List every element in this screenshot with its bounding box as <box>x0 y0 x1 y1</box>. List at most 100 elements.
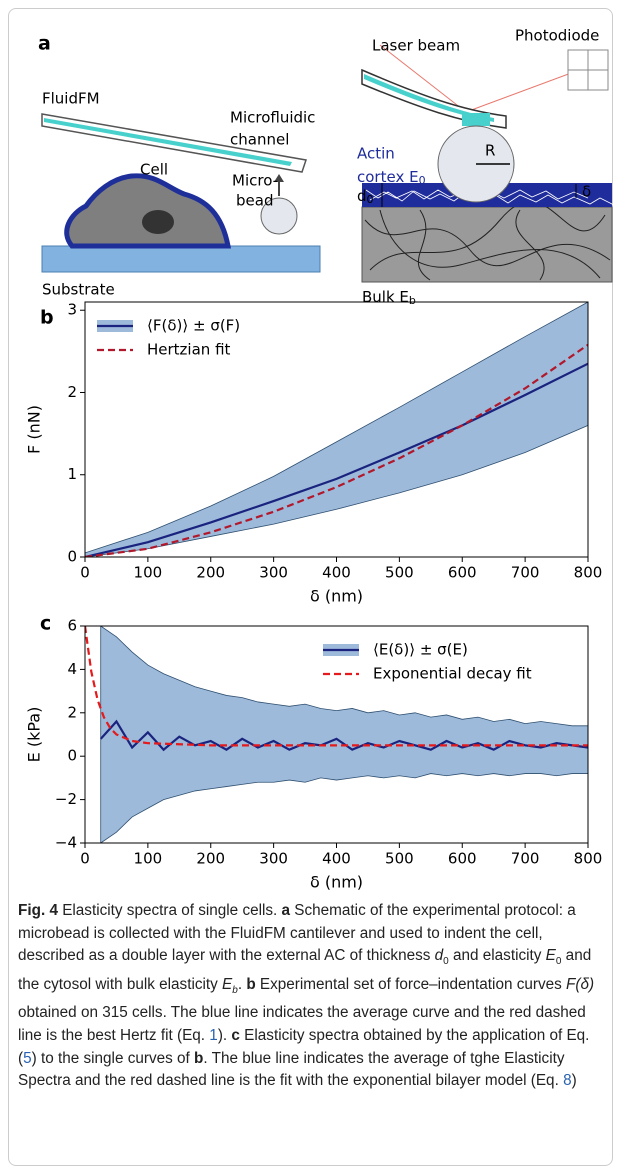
legend-label: Exponential decay fit <box>373 665 532 683</box>
caption-link[interactable]: 8 <box>563 1072 572 1090</box>
subscript: 0 <box>367 193 374 206</box>
label: Bulk E <box>362 288 409 306</box>
caption-link[interactable]: 1 <box>209 1027 218 1045</box>
caption-text: d <box>434 947 444 965</box>
x-tick-label: 500 <box>385 850 414 868</box>
caption-text: E <box>222 975 233 993</box>
caption-text: b <box>194 1049 204 1067</box>
caption-text: a <box>281 902 291 919</box>
caption-text: ) <box>571 1072 577 1090</box>
label: channel <box>230 131 289 149</box>
plot-area <box>85 302 588 557</box>
mean-line <box>85 362 588 557</box>
legend-label: Hertzian fit <box>147 341 231 359</box>
caption-text: c <box>231 1027 240 1045</box>
caption-text: and the cytosol with bulk elasticity <box>18 947 592 993</box>
subscript: b <box>409 294 416 307</box>
label: Laser beam <box>372 37 460 55</box>
nucleus <box>142 210 174 234</box>
y-tick-label: 2 <box>67 383 77 401</box>
x-tick-label: 100 <box>134 850 163 868</box>
caption-text: ). <box>217 1027 232 1045</box>
x-tick-label: 500 <box>385 564 414 582</box>
x-tick-label: 800 <box>574 564 603 582</box>
laser-in <box>379 44 467 113</box>
x-tick-label: 200 <box>196 850 225 868</box>
x-tick-label: 700 <box>511 564 540 582</box>
legend-label: ⟨F(δ)⟩ ± σ(F) <box>147 317 240 335</box>
caption-text: Experimental set of force–indentation cu… <box>255 975 567 993</box>
legend-label: ⟨E(δ)⟩ ± σ(E) <box>373 641 468 659</box>
label: cortex E0 <box>357 168 426 188</box>
x-tick-label: 300 <box>259 564 288 582</box>
schematic-right <box>361 44 615 283</box>
fit-line <box>85 626 588 747</box>
plot-area <box>85 626 588 843</box>
label: Bulk Eb <box>362 288 416 308</box>
x-axis-label: δ (nm) <box>310 873 363 892</box>
error-band <box>100 626 588 843</box>
label: δ <box>582 183 591 201</box>
y-tick-label: 6 <box>67 617 77 635</box>
bead-holder <box>462 113 490 126</box>
caption-text: b <box>246 975 256 993</box>
x-tick-label: 600 <box>448 850 477 868</box>
figure: a FluidFM Microfluidic channel Cell Micr… <box>25 27 615 892</box>
caption: Fig. 4 Elasticity spectra of single cell… <box>18 900 608 1093</box>
caption-text: and elasticity <box>448 947 546 965</box>
caption-link[interactable]: 5 <box>23 1049 32 1067</box>
error-band <box>85 302 588 557</box>
label: Actin <box>357 145 395 163</box>
y-tick-label: 2 <box>67 703 77 721</box>
y-axis-label: E (kPa) <box>25 707 44 763</box>
caption-text: 0 <box>443 956 449 968</box>
label: FluidFM <box>42 90 100 108</box>
y-tick-label: 1 <box>67 465 77 483</box>
label: Photodiode <box>515 27 599 45</box>
caption-text: Elasticity spectra obtained by the appli… <box>18 1027 590 1067</box>
label: cortex E <box>357 168 419 186</box>
bulk-fibers <box>364 201 611 281</box>
x-tick-label: 400 <box>322 850 351 868</box>
x-tick-label: 0 <box>80 564 90 582</box>
caption-text: ) to the single curves of <box>31 1049 195 1067</box>
caption-label: Fig. 4 <box>18 902 58 919</box>
x-tick-label: 700 <box>511 850 540 868</box>
y-tick-label: 0 <box>67 747 77 765</box>
x-tick-label: 100 <box>134 564 163 582</box>
caption-text: F(δ) <box>566 975 595 993</box>
microbead <box>260 197 298 235</box>
y-tick-label: −2 <box>55 790 77 808</box>
caption-text: E <box>545 947 556 965</box>
subscript: 0 <box>419 174 426 187</box>
substrate <box>41 245 321 273</box>
arrow-head <box>274 174 284 182</box>
channel <box>44 118 292 166</box>
x-tick-label: 400 <box>322 564 351 582</box>
x-tick-label: 300 <box>259 850 288 868</box>
x-axis-label: δ (nm) <box>310 587 363 606</box>
caption-text: . <box>237 975 247 993</box>
panel-label: a <box>38 33 51 55</box>
y-tick-label: 4 <box>67 660 77 678</box>
label: d <box>357 187 367 205</box>
panel-label: b <box>40 307 54 329</box>
y-tick-label: 0 <box>67 548 77 566</box>
y-tick-label: −4 <box>55 834 77 852</box>
label: Substrate <box>42 281 115 299</box>
label: Microfluidic <box>230 109 315 127</box>
y-axis-label: F (nN) <box>25 405 44 454</box>
x-tick-label: 600 <box>448 564 477 582</box>
label: Cell <box>140 161 168 179</box>
schematic-left <box>41 113 321 273</box>
y-tick-label: 3 <box>67 301 77 319</box>
figure-frame <box>8 8 613 1166</box>
caption-text: Elasticity spectra of single cells. <box>57 902 282 919</box>
x-tick-label: 200 <box>196 564 225 582</box>
caption-text: obtained on 315 cells. The blue line ind… <box>18 1004 586 1045</box>
x-tick-label: 800 <box>574 850 603 868</box>
label: Micro- <box>232 172 278 190</box>
cell <box>64 173 232 249</box>
x-tick-label: 0 <box>80 850 90 868</box>
